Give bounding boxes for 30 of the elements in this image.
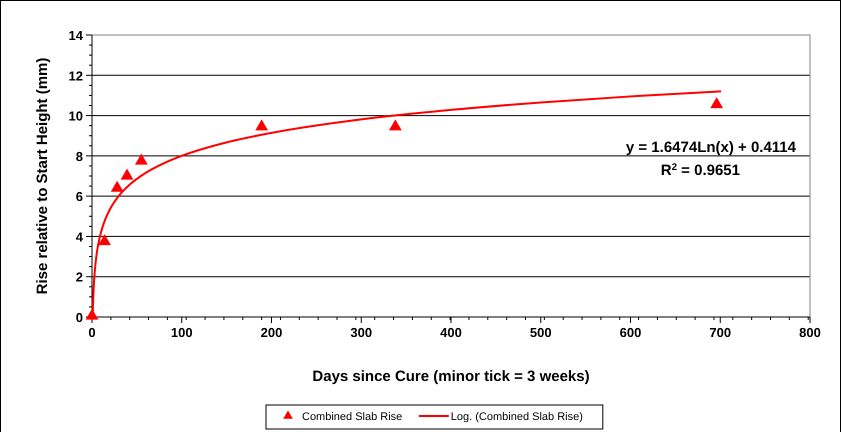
annotation: y = 1.6474Ln(x) + 0.4114 <box>626 139 797 156</box>
x-tick-label: 100 <box>170 325 193 340</box>
x-tick-label: 500 <box>530 325 552 340</box>
y-tick-label: 4 <box>76 229 84 244</box>
point <box>110 180 124 192</box>
x-tick-label: 300 <box>350 325 372 340</box>
legend-label: Combined Slab Rise <box>302 411 402 423</box>
point <box>98 234 111 246</box>
y-axis-title: Rise relative to Start Height (mm) <box>34 58 51 294</box>
y-tick-label: 10 <box>68 108 83 124</box>
y-tick-label: 0 <box>76 310 83 325</box>
y-tick-label: 14 <box>68 28 84 43</box>
point <box>135 154 148 165</box>
y-tick-label: 6 <box>76 189 83 204</box>
x-tick-label: 700 <box>709 325 732 340</box>
x-axis-title: Days since Cure (minor tick = 3 weeks) <box>312 368 590 385</box>
legend-label: Log. (Combined Slab Rise) <box>450 411 583 423</box>
y-tick-label: 12 <box>68 68 83 84</box>
x-tick-label: 400 <box>440 325 462 340</box>
point <box>710 97 724 108</box>
annotation: R$^{2}$ = 0.9651 <box>660 162 740 179</box>
y-tick-label: 8 <box>76 148 83 164</box>
point <box>389 119 402 130</box>
x-tick-label: 600 <box>620 325 642 340</box>
x-tick-label: 0 <box>88 325 96 340</box>
point <box>255 119 268 130</box>
point <box>120 168 134 180</box>
y-tick-label: 2 <box>76 270 83 285</box>
x-tick-label: 800 <box>799 325 821 340</box>
x-tick-label: 200 <box>260 325 282 340</box>
